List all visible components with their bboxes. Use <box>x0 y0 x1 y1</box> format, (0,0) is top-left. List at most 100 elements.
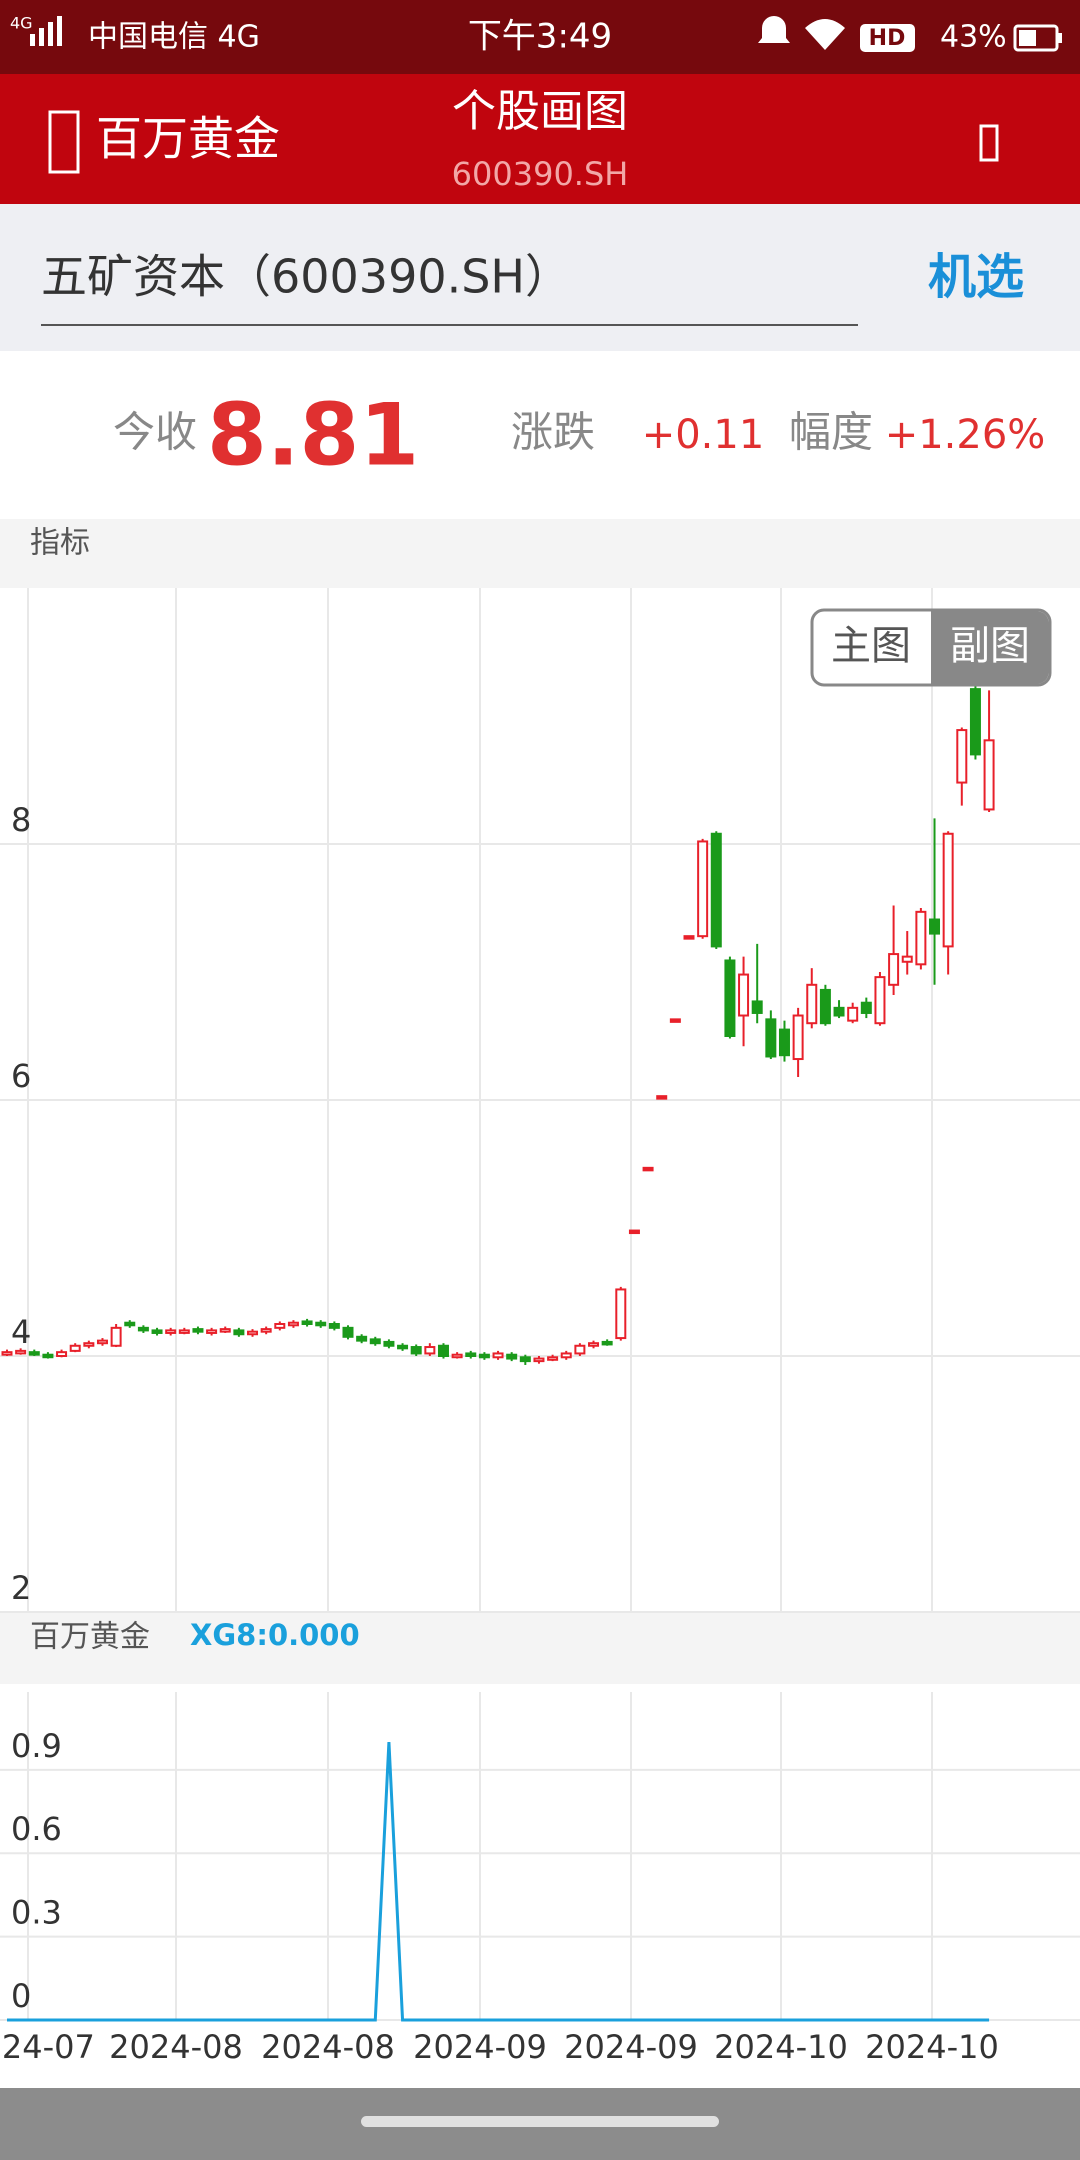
candle-body <box>778 1028 790 1057</box>
candle-body <box>888 953 900 986</box>
candle-body <box>437 1344 449 1358</box>
header-title: 个股画图 <box>452 86 628 137</box>
candle-body <box>383 1340 395 1347</box>
candle-body <box>615 1288 627 1340</box>
battery-level <box>1019 30 1036 46</box>
candle-body <box>751 1000 763 1014</box>
y-tick-label: 0.9 <box>11 1727 62 1765</box>
x-tick-label: 2024-09 <box>564 2028 698 2066</box>
candle-body <box>69 1344 81 1352</box>
candle-body <box>519 1356 531 1363</box>
candle-body <box>929 918 941 935</box>
candle-body <box>356 1335 368 1342</box>
home-indicator[interactable] <box>361 2116 719 2127</box>
y-tick-label: 0.6 <box>11 1810 62 1848</box>
candle-body <box>96 1339 108 1345</box>
main-chart: 2 4 6 8 <box>0 588 1080 1613</box>
candle-body <box>669 1018 681 1023</box>
candle-body <box>342 1326 354 1338</box>
candle-body <box>178 1329 190 1334</box>
y-tick-label: 0.3 <box>11 1894 62 1932</box>
battery-icon <box>1013 24 1059 52</box>
candle-body <box>710 832 722 948</box>
candle-body <box>792 1014 804 1061</box>
candle-body <box>137 1326 149 1332</box>
candle-body <box>397 1344 409 1350</box>
candle-body <box>465 1352 477 1357</box>
toggle-sub[interactable]: 副图 <box>950 623 1030 669</box>
back-icon[interactable] <box>48 110 80 174</box>
candle-body <box>642 1166 654 1172</box>
candle-body <box>56 1351 68 1358</box>
candle-body <box>656 1095 668 1100</box>
stock-input[interactable]: 五矿资本（600390.SH） <box>41 250 571 304</box>
candle-body <box>969 688 981 756</box>
x-tick-label: 2024-08 <box>109 2028 243 2066</box>
menu-icon[interactable] <box>979 124 999 162</box>
candle-body <box>165 1329 177 1334</box>
sub-title: 百万黄金 <box>30 1620 150 1655</box>
indicator-strip <box>0 519 1080 588</box>
candle-body <box>315 1321 327 1327</box>
candle-body <box>833 1006 845 1017</box>
carrier: 中国电信 4G <box>88 20 260 55</box>
y-tick-label: 6 <box>11 1057 31 1095</box>
candle-body <box>124 1321 136 1327</box>
header-left-title[interactable]: 百万黄金 <box>96 112 280 166</box>
battery-tip <box>1058 33 1062 43</box>
change-value: +0.11 <box>642 412 765 458</box>
x-tick-label: 2024-09 <box>413 2028 547 2066</box>
hd-label: HD <box>869 26 906 51</box>
candle-body <box>219 1328 231 1333</box>
candle-body <box>901 955 913 963</box>
close-price: 8.81 <box>207 385 419 485</box>
candle-body <box>874 976 886 1025</box>
hd-badge <box>860 24 915 52</box>
pct-value: +1.26% <box>885 412 1046 458</box>
sub-chart: 0 0.3 0.6 0.9 2024-07 2024-08 2024-08 2024-09 20… <box>0 1692 1080 2066</box>
sub-strip <box>0 1612 1080 1684</box>
candle-body <box>765 1018 777 1058</box>
candle-body <box>956 729 968 784</box>
candle-body <box>533 1357 545 1363</box>
mute-icon <box>758 16 790 43</box>
signal-icon <box>30 16 62 46</box>
candle-body <box>806 983 818 1025</box>
candle-body <box>724 959 736 1037</box>
candle-body <box>697 840 709 938</box>
y-tick-label: 4 <box>11 1313 31 1351</box>
candle-body <box>601 1340 613 1346</box>
candle-body <box>451 1353 463 1359</box>
candle-body <box>151 1329 163 1334</box>
candle-body <box>42 1353 54 1359</box>
toggle-main[interactable]: 主图 <box>831 623 911 669</box>
candle-body <box>915 910 927 966</box>
network-label: 4G <box>10 14 33 33</box>
y-tick-label: 0 <box>11 1977 31 2015</box>
pick-button[interactable]: 机选 <box>928 249 1024 305</box>
candle-body <box>738 973 750 1017</box>
candle-body <box>192 1328 204 1333</box>
indicator-label: 指标 <box>30 526 90 561</box>
pct-label: 幅度 <box>789 408 873 457</box>
close-label: 今收 <box>113 408 197 457</box>
sub-label: XG8:0.000 <box>190 1618 360 1652</box>
candle-body <box>588 1342 600 1347</box>
change-label: 涨跌 <box>511 408 595 457</box>
candle-body <box>369 1338 381 1345</box>
indicator-line <box>7 1741 990 2022</box>
wifi-icon <box>805 19 845 50</box>
candle-body <box>301 1320 313 1325</box>
candle-body <box>247 1330 259 1336</box>
candle-body <box>492 1352 504 1359</box>
header-subtitle: 600390.SH <box>452 155 629 193</box>
candle-body <box>628 1229 640 1235</box>
candle-body <box>28 1351 40 1356</box>
candle-body <box>860 1001 872 1014</box>
x-tick-label: 2024-08 <box>261 2028 395 2066</box>
candle-body <box>206 1329 218 1334</box>
candle-body <box>847 1006 859 1022</box>
candle-body <box>1 1351 13 1356</box>
